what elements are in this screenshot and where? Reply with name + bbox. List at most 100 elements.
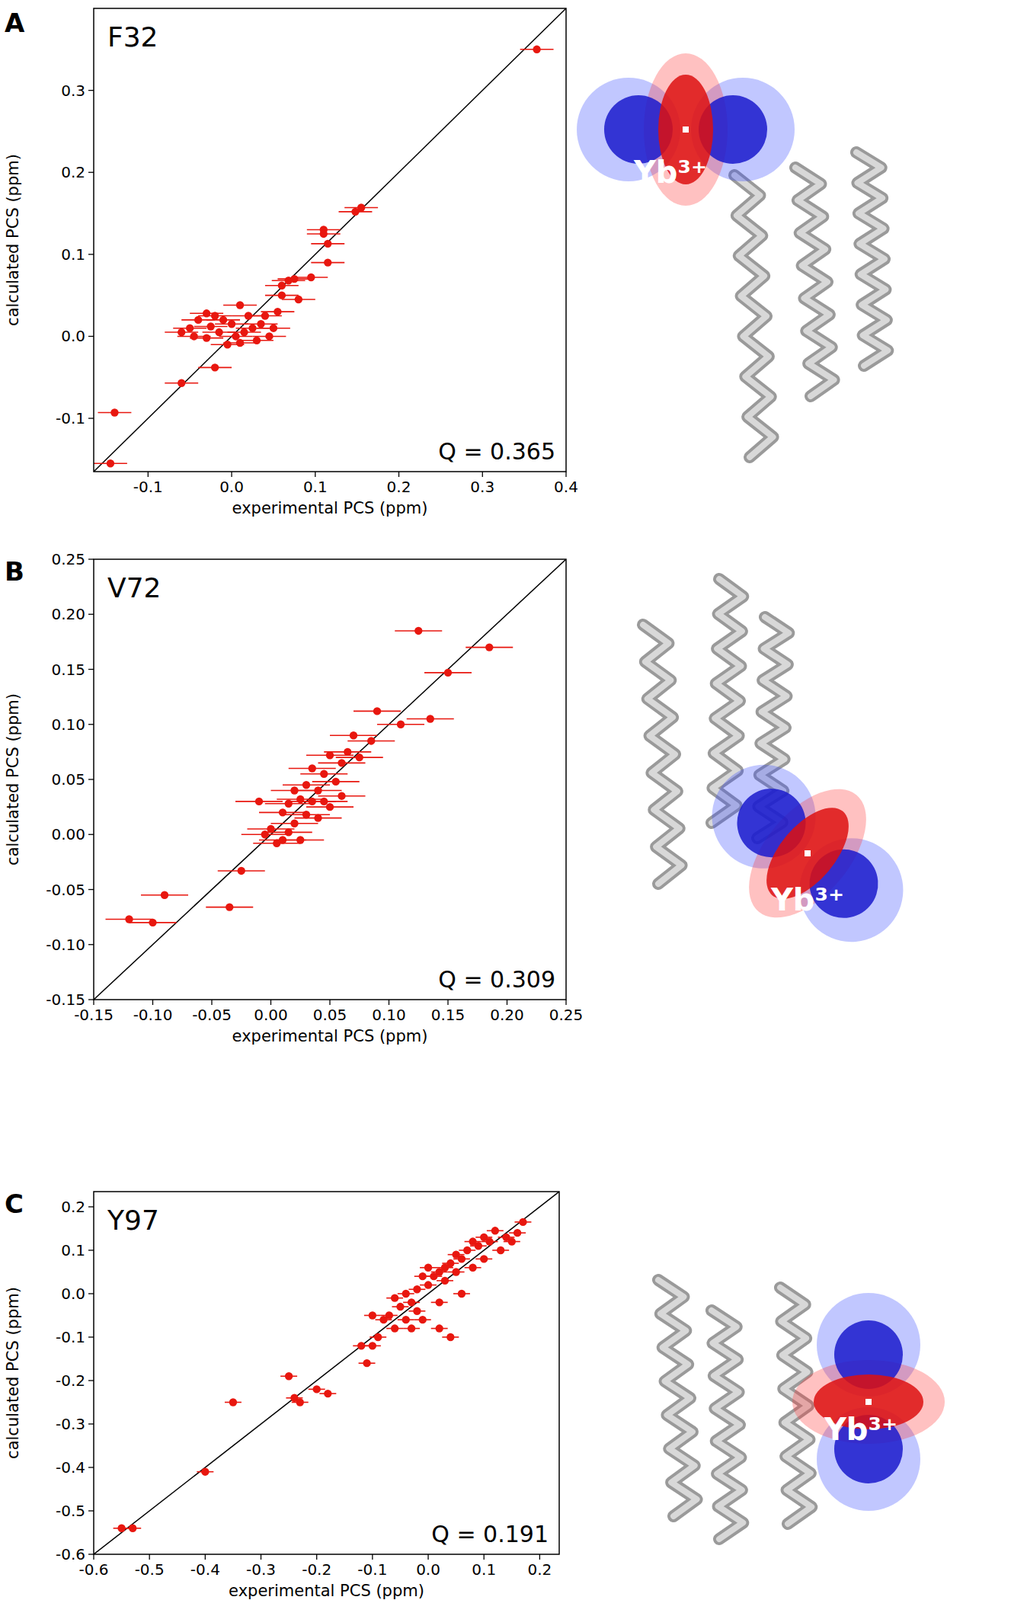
point — [237, 867, 246, 875]
point — [106, 459, 115, 468]
y-tick-label: 0.15 — [51, 660, 86, 679]
point — [185, 323, 194, 332]
y-tick — [88, 723, 94, 725]
point — [390, 1324, 399, 1332]
data-group — [93, 559, 567, 1000]
data-group — [93, 1191, 560, 1555]
y-tick-label: -0.4 — [55, 1458, 86, 1477]
point — [496, 1246, 505, 1255]
point — [357, 1341, 365, 1350]
point — [435, 1324, 443, 1332]
x-tick — [427, 1554, 429, 1560]
x-tick — [316, 1554, 317, 1560]
pcs-isosurface — [576, 53, 795, 206]
point — [227, 319, 236, 328]
point — [485, 1237, 493, 1245]
point — [412, 1307, 421, 1315]
annotation: Q = 0.309 — [438, 966, 556, 993]
y-tick — [88, 1249, 94, 1251]
point — [368, 1311, 377, 1319]
y-tick — [88, 1510, 94, 1511]
point — [518, 1218, 527, 1226]
y-tick — [88, 335, 94, 337]
point — [390, 1293, 399, 1302]
x-tick — [204, 1554, 206, 1560]
x-tick-label: -0.2 — [301, 1560, 332, 1579]
x-tick — [92, 1554, 94, 1560]
y-tick — [88, 417, 94, 419]
y-tick — [88, 1292, 94, 1294]
y-tick-label: -0.3 — [55, 1414, 86, 1434]
point — [319, 770, 328, 778]
figure: -0.10.00.10.20.30.4-0.10.00.10.20.3exper… — [0, 0, 1011, 1600]
point — [272, 839, 281, 848]
point — [278, 808, 287, 816]
helix-highlight — [734, 175, 774, 458]
point — [426, 714, 435, 723]
x-tick — [230, 471, 232, 477]
x-axis-label: experimental PCS (ppm) — [232, 1026, 429, 1046]
ion-position — [865, 1398, 872, 1405]
y-tick-label: 0.0 — [60, 326, 86, 346]
x-tick-label: 0.10 — [371, 1005, 407, 1024]
helix-highlight — [643, 624, 682, 884]
point — [239, 328, 248, 336]
ion-label: Yb³⁺ — [633, 154, 708, 190]
point — [194, 316, 202, 324]
title: Y97 — [106, 1204, 160, 1236]
y-tick — [88, 889, 94, 890]
point — [278, 281, 286, 290]
y-tick — [88, 943, 94, 945]
y-tick — [88, 614, 94, 615]
point — [451, 1267, 460, 1276]
point — [312, 1385, 320, 1393]
point — [407, 1298, 416, 1306]
x-tick-label: -0.1 — [357, 1560, 388, 1579]
x-tick — [314, 471, 316, 477]
point — [273, 307, 282, 316]
point — [379, 1315, 388, 1324]
x-tick — [149, 1554, 151, 1560]
point — [284, 799, 293, 808]
point — [214, 328, 223, 336]
point — [463, 1246, 471, 1255]
point — [313, 786, 322, 794]
point — [419, 1315, 427, 1324]
point — [284, 1372, 293, 1380]
frame — [93, 559, 567, 1000]
helix-highlight — [856, 152, 888, 366]
point — [451, 1250, 460, 1258]
point — [429, 1272, 438, 1280]
x-tick-label: 0.15 — [431, 1005, 466, 1024]
y-tick-label: -0.5 — [55, 1501, 86, 1520]
point — [419, 1272, 427, 1280]
x-tick — [152, 999, 154, 1005]
point — [229, 1398, 237, 1406]
point — [308, 764, 317, 772]
helix-highlight — [795, 167, 835, 397]
point — [351, 207, 359, 216]
point — [468, 1237, 477, 1245]
x-tick-label: 0.4 — [553, 477, 579, 496]
y-tick-label: 0.2 — [60, 163, 86, 182]
y-tick-label: 0.20 — [51, 604, 86, 624]
point — [313, 813, 322, 822]
y-tick — [88, 172, 94, 173]
point — [296, 835, 304, 844]
x-axis-label: experimental PCS (ppm) — [232, 499, 429, 518]
point — [128, 1524, 137, 1533]
x-tick-label: 0.1 — [303, 477, 328, 496]
y-tick-label: -0.05 — [45, 880, 86, 900]
point — [362, 1359, 371, 1367]
y-tick-label: 0.05 — [51, 770, 86, 789]
point — [266, 825, 275, 833]
y-tick — [88, 89, 94, 91]
helix — [711, 1310, 743, 1539]
point — [307, 273, 315, 282]
point — [396, 720, 405, 729]
frame — [93, 1191, 560, 1555]
x-tick — [147, 471, 149, 477]
y-tick — [88, 834, 94, 836]
point — [177, 379, 186, 388]
x-axis-label: experimental PCS (ppm) — [228, 1581, 425, 1600]
